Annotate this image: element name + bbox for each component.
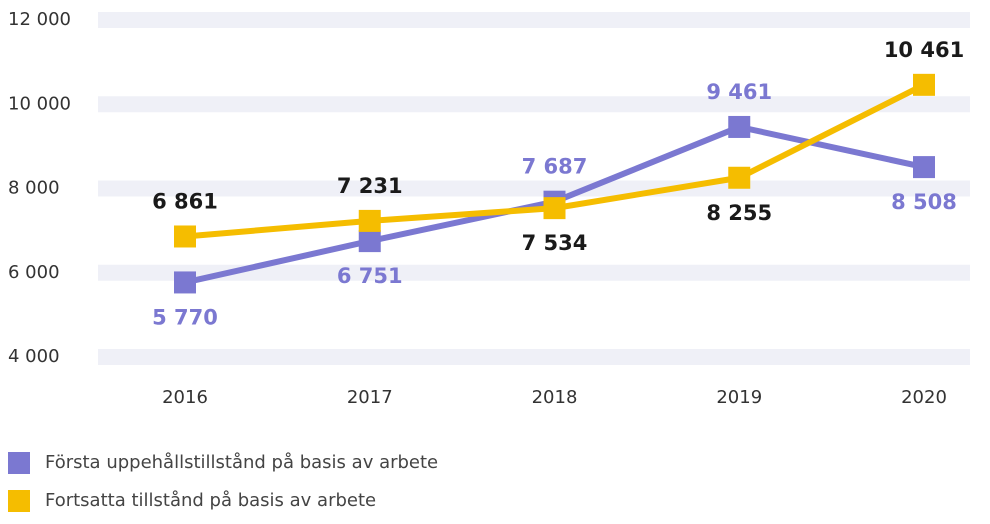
value-label: 7 534 (522, 231, 588, 255)
value-label: 9 461 (706, 80, 772, 104)
value-label: 8 255 (706, 201, 772, 225)
point-marker (728, 166, 751, 189)
x-tick-label: 2019 (716, 387, 762, 408)
legend-swatch (8, 490, 30, 512)
y-tick-label: 10 000 (8, 93, 71, 114)
point-marker (358, 209, 381, 232)
value-label: 7 687 (522, 155, 588, 179)
x-tick-label: 2020 (901, 387, 947, 408)
legend-swatch (8, 452, 30, 474)
y-tick-label: 12 000 (8, 9, 71, 30)
point-marker (728, 115, 751, 138)
point-marker (913, 156, 935, 179)
x-tick-label: 2017 (347, 387, 393, 408)
legend-label: Fortsatta tillstånd på basis av arbete (45, 490, 376, 511)
y-tick-label: 4 000 (8, 346, 60, 367)
value-label: 6 861 (152, 189, 218, 213)
point-marker (543, 197, 566, 220)
legend-label: Första uppehållstillstånd på basis av ar… (45, 452, 438, 473)
x-tick-label: 2018 (532, 387, 578, 408)
value-label: 5 770 (152, 305, 218, 329)
point-marker (913, 73, 935, 96)
value-label: 7 231 (337, 174, 403, 198)
value-label: 6 751 (337, 264, 403, 288)
value-label: 8 508 (891, 190, 957, 214)
y-tick-label: 6 000 (8, 262, 60, 283)
point-marker (174, 271, 196, 294)
point-marker (358, 230, 381, 253)
value-label: 10 461 (884, 38, 964, 62)
y-tick-label: 8 000 (8, 178, 60, 199)
point-marker (174, 225, 196, 248)
x-tick-label: 2016 (162, 387, 208, 408)
